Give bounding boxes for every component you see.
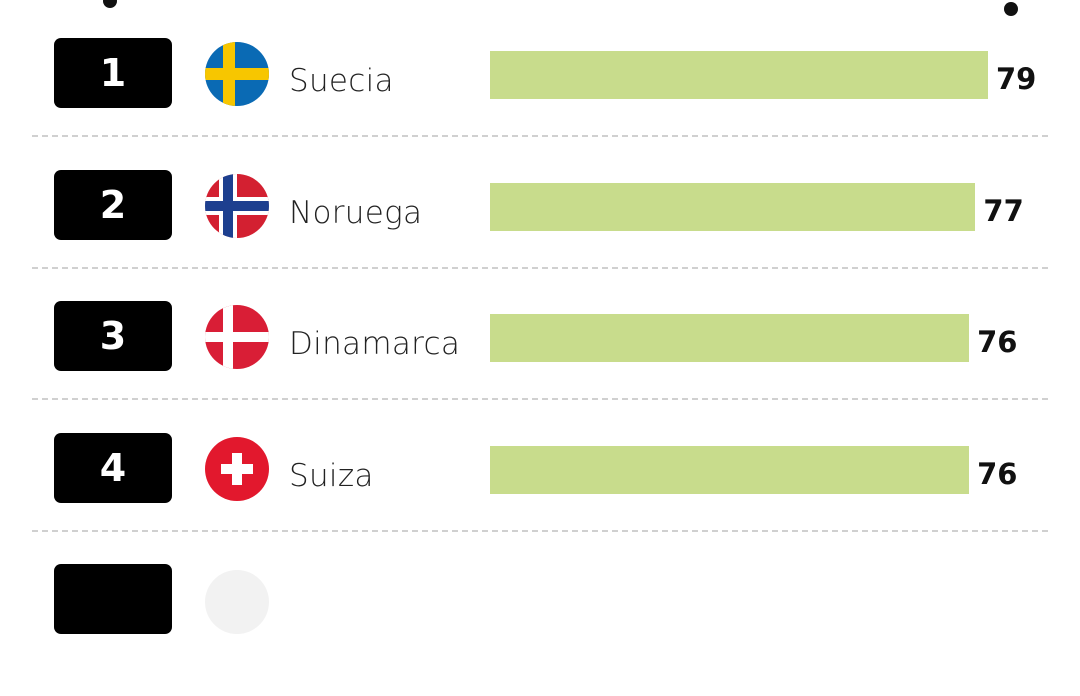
top-right-dot [1004,2,1018,16]
country-name: Dinamarca [289,326,461,362]
row-separator [32,266,1048,269]
value-bar [490,314,970,362]
rank-badge: 2 [54,169,172,240]
ranking-row: 1 Suecia 79 [0,38,1080,170]
country-name: Suecia [289,63,394,99]
rank-badge [54,564,172,634]
value-bar [490,51,988,99]
top-left-dot [103,0,117,8]
partial-flag-icon [205,570,269,634]
norway-flag-icon [205,173,269,238]
value-label: 79 [996,62,1037,96]
ranking-chart: 1 Suecia 79 2 Noruega 77 3 Dinamarca 76 4 Suiza 76 [0,0,1080,634]
row-separator [32,529,1048,532]
rank-badge: 3 [54,301,172,371]
switzerland-flag-icon [205,436,269,501]
value-label: 76 [977,456,1018,491]
value-label: 76 [977,325,1018,359]
rank-badge: 4 [54,432,172,503]
value-bar [490,182,976,231]
rank-badge: 1 [54,38,172,108]
ranking-row: 3 Dinamarca 76 [0,301,1080,433]
ranking-row-partial [0,564,1080,696]
country-name: Noruega [289,194,423,231]
value-bar [490,445,970,494]
value-label: 77 [983,193,1024,228]
sweden-flag-icon [205,42,269,106]
row-separator [32,398,1048,400]
ranking-row: 2 Noruega 77 [0,169,1080,302]
row-separator [32,135,1048,137]
denmark-flag-icon [205,305,269,369]
ranking-row: 4 Suiza 76 [0,432,1080,565]
country-name: Suiza [289,457,374,494]
